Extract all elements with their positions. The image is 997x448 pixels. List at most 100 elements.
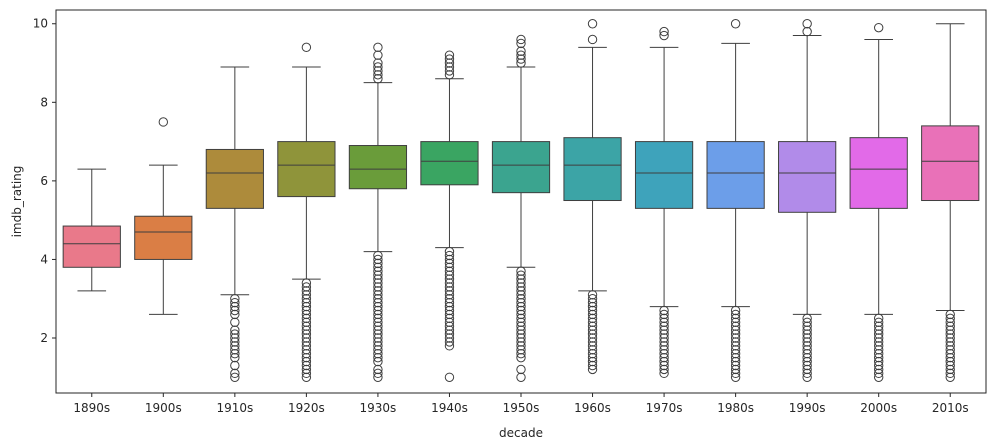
outlier-point [659,337,669,347]
outlier-point [230,329,240,339]
outlier-point [516,38,526,49]
outlier-point [873,368,884,379]
outlier-point [516,313,526,324]
outlier-point [373,66,383,76]
outlier-point [587,301,598,312]
outlier-point [659,26,669,37]
outlier-point [659,309,669,320]
box-1920s [277,141,336,198]
outlier-point [659,30,669,41]
outlier-point [444,301,455,312]
outlier-point [516,321,526,331]
outlier-point [945,317,955,327]
outlier-point [587,356,598,367]
outlier-point [444,66,455,76]
outlier-point [802,356,812,367]
outlier-point [516,278,526,288]
outlier-point [802,352,812,363]
outlier-point [659,317,669,327]
outlier-point [373,317,383,327]
outlier-point [230,305,240,316]
outlier-point [444,333,455,343]
box-group-1920s [277,42,336,382]
outlier-point [587,329,598,339]
outlier-point [730,309,741,320]
outlier-point [516,297,526,308]
outlier-point [730,349,741,359]
outlier-point [730,364,741,375]
outlier-point [444,313,455,324]
outlier-point [730,352,741,363]
outlier-point [301,368,312,379]
outlier-point [802,26,812,37]
outlier-point [301,372,312,382]
outlier-point [587,19,598,29]
box-1950s [491,141,551,194]
outlier-point [945,325,955,335]
outlier-point [659,325,669,335]
box-1990s [778,141,837,213]
outlier-point [659,305,669,316]
outlier-point [301,282,312,292]
outlier-point [516,54,526,64]
box-1900s [134,215,193,260]
outlier-point [373,274,383,284]
x-tick-label: 2010s [932,401,969,415]
outlier-point [516,34,526,45]
outlier-point [373,258,383,269]
box-group-1950s [491,34,551,382]
outlier-point [373,368,383,379]
outlier-point [587,352,598,363]
outlier-point [873,325,884,335]
outlier-point [873,313,884,324]
box-1910s [205,148,264,209]
outlier-point [373,325,383,335]
outlier-point [444,317,455,327]
outlier-point [730,341,741,351]
box-1970s [634,141,694,209]
outlier-point [587,309,598,320]
outlier-point [373,356,383,367]
outlier-point [230,333,240,343]
outlier-point [587,349,598,359]
outlier-point [659,333,669,343]
outlier-point [444,372,455,382]
box-1940s [420,141,479,186]
outlier-point [444,297,455,308]
outlier-point [587,317,598,327]
outlier-point [301,309,312,320]
outlier-point [659,321,669,331]
outlier-point [659,368,669,379]
outlier-point [659,364,669,375]
outlier-point [945,364,955,375]
outlier-point [516,352,526,363]
outlier-point [516,372,526,382]
box-group-2010s [921,23,980,382]
outlier-point [444,254,455,265]
outlier-point [444,54,455,64]
outlier-point [373,58,383,68]
outlier-point [945,360,955,371]
outlier-point [373,254,383,265]
outlier-point [373,297,383,308]
outlier-point [587,325,598,335]
outlier-point [659,356,669,367]
outlier-point [444,274,455,284]
x-tick-label: 1970s [646,401,683,415]
outlier-point [587,321,598,331]
outlier-point [730,372,741,382]
outlier-point [373,321,383,331]
outlier-point [301,356,312,367]
outlier-point [230,301,240,312]
outlier-point [373,282,383,292]
outlier-point [301,294,312,304]
outlier-point [587,294,598,304]
outlier-point [587,360,598,371]
outlier-point [373,372,383,382]
box-1980s [706,141,765,209]
outlier-point [873,364,884,375]
outlier-point [301,345,312,355]
outlier-point [802,333,812,343]
x-tick-label: 1940s [431,401,468,415]
outlier-point [373,270,383,280]
